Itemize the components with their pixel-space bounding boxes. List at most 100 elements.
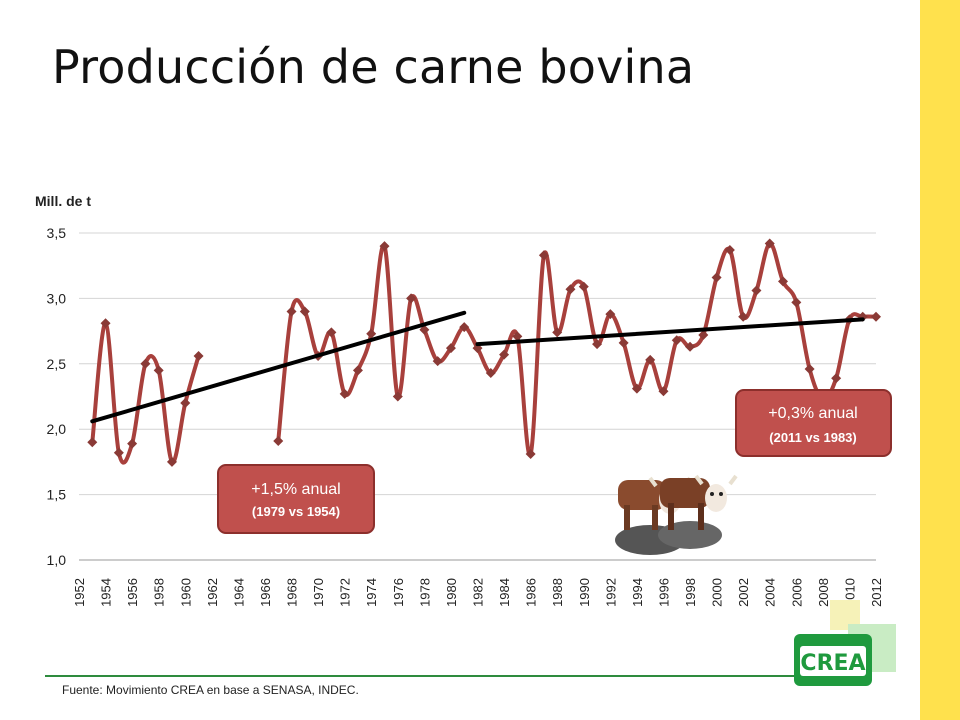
data-point: [392, 391, 403, 402]
data-point: [804, 364, 815, 375]
x-tick-label: 1988: [550, 578, 565, 607]
x-tick-label: 1952: [72, 578, 87, 607]
data-point: [658, 386, 669, 397]
data-point: [379, 241, 390, 252]
series-layer: [87, 238, 881, 467]
data-point: [605, 309, 616, 320]
data-point: [525, 449, 536, 460]
annotation-box-2: +0,3% anual (2011 vs 1983): [735, 389, 892, 457]
data-point: [273, 435, 284, 446]
data-point: [180, 398, 191, 409]
x-tick-label: 1956: [125, 578, 140, 607]
data-point: [286, 306, 297, 317]
data-point: [671, 335, 682, 346]
data-point: [339, 388, 350, 399]
x-tick-label: 1992: [603, 578, 618, 607]
x-tick-label: 1986: [524, 578, 539, 607]
data-point: [592, 339, 603, 350]
data-point: [153, 365, 164, 376]
annotation-2-subtext: (2011 vs 1983): [769, 430, 856, 445]
y-tick-label: 3,5: [47, 225, 67, 241]
data-point: [352, 365, 363, 376]
data-point: [100, 318, 111, 329]
source-note: Fuente: Movimiento CREA en base a SENASA…: [62, 683, 359, 697]
data-point: [685, 341, 696, 352]
x-tick-label: 1978: [417, 578, 432, 607]
data-point: [166, 456, 177, 467]
x-tick-labels: 1952 1954 1956 1958 1960 1962 1964 1966 1968 1970…: [72, 578, 884, 607]
data-point: [406, 293, 417, 304]
x-tick-label: 1958: [152, 578, 167, 607]
x-tick-label: 2008: [816, 578, 831, 607]
data-point: [698, 330, 709, 341]
data-point: [366, 328, 377, 339]
data-point: [326, 327, 337, 338]
x-tick-label: 1970: [311, 578, 326, 607]
data-point: [445, 343, 456, 354]
data-point: [631, 383, 642, 394]
data-point: [738, 311, 749, 322]
data-point: [499, 349, 510, 360]
data-point: [87, 437, 98, 448]
x-tick-label: 2006: [789, 578, 804, 607]
data-point: [193, 350, 204, 361]
annotation-box-1: +1,5% anual (1979 vs 1954): [217, 464, 375, 534]
x-tick-label: 1984: [497, 578, 512, 607]
data-point: [552, 327, 563, 338]
data-point: [764, 238, 775, 249]
y-tick-labels: 1,0 1,5 2,0 2,5 3,0 3,5: [47, 225, 67, 568]
slide-title: Producción de carne bovina: [52, 40, 695, 94]
x-tick-label: 1990: [577, 578, 592, 607]
cow-2: [660, 474, 738, 530]
y-tick-label: 1,5: [47, 487, 67, 503]
x-tick-label: 1976: [391, 578, 406, 607]
cattle-illustration: [615, 474, 738, 555]
data-point: [724, 245, 735, 256]
data-point: [871, 311, 881, 322]
x-tick-label: 2010: [842, 578, 857, 607]
x-tick-label: 2002: [736, 578, 751, 607]
data-point: [432, 356, 443, 367]
trend-layer: [90, 310, 865, 424]
data-point: [512, 331, 523, 342]
annotation-1-subtext: (1979 vs 1954): [252, 504, 340, 519]
data-point: [485, 367, 496, 378]
data-point: [565, 284, 576, 295]
x-tick-label: 1980: [444, 578, 459, 607]
data-point: [113, 447, 124, 458]
y-axis-label: Mill. de t: [35, 193, 91, 209]
data-point: [791, 297, 802, 308]
side-accent-band: [920, 0, 960, 720]
data-point: [711, 272, 722, 283]
x-tick-label: 1996: [656, 578, 671, 607]
data-point: [831, 373, 842, 384]
x-tick-label: 1994: [630, 578, 645, 607]
footer-divider: [45, 675, 815, 677]
data-point: [578, 281, 589, 292]
trend-line: [90, 310, 467, 424]
x-tick-label: 1966: [258, 578, 273, 607]
data-point: [538, 250, 549, 261]
trend-line: [475, 317, 865, 347]
data-point: [419, 324, 430, 335]
data-point: [299, 306, 310, 317]
annotation-1-text: +1,5% anual: [251, 481, 340, 498]
y-tick-label: 3,0: [47, 290, 67, 306]
x-tick-label: 1968: [285, 578, 300, 607]
data-point: [127, 438, 138, 449]
x-tick-label: 2004: [763, 578, 778, 607]
annotation-2-text: +0,3% anual: [768, 405, 857, 422]
y-tick-label: 1,0: [47, 552, 67, 568]
data-point: [140, 358, 151, 369]
data-point: [618, 337, 629, 348]
data-point: [751, 285, 762, 296]
x-tick-label: 2000: [710, 578, 725, 607]
data-point: [459, 322, 470, 333]
x-tick-label: 1960: [178, 578, 193, 607]
x-tick-label: 1982: [471, 578, 486, 607]
x-tick-label: 2012: [869, 578, 884, 607]
x-tick-label: 1998: [683, 578, 698, 607]
data-point: [645, 354, 656, 365]
x-tick-label: 1964: [231, 578, 246, 607]
